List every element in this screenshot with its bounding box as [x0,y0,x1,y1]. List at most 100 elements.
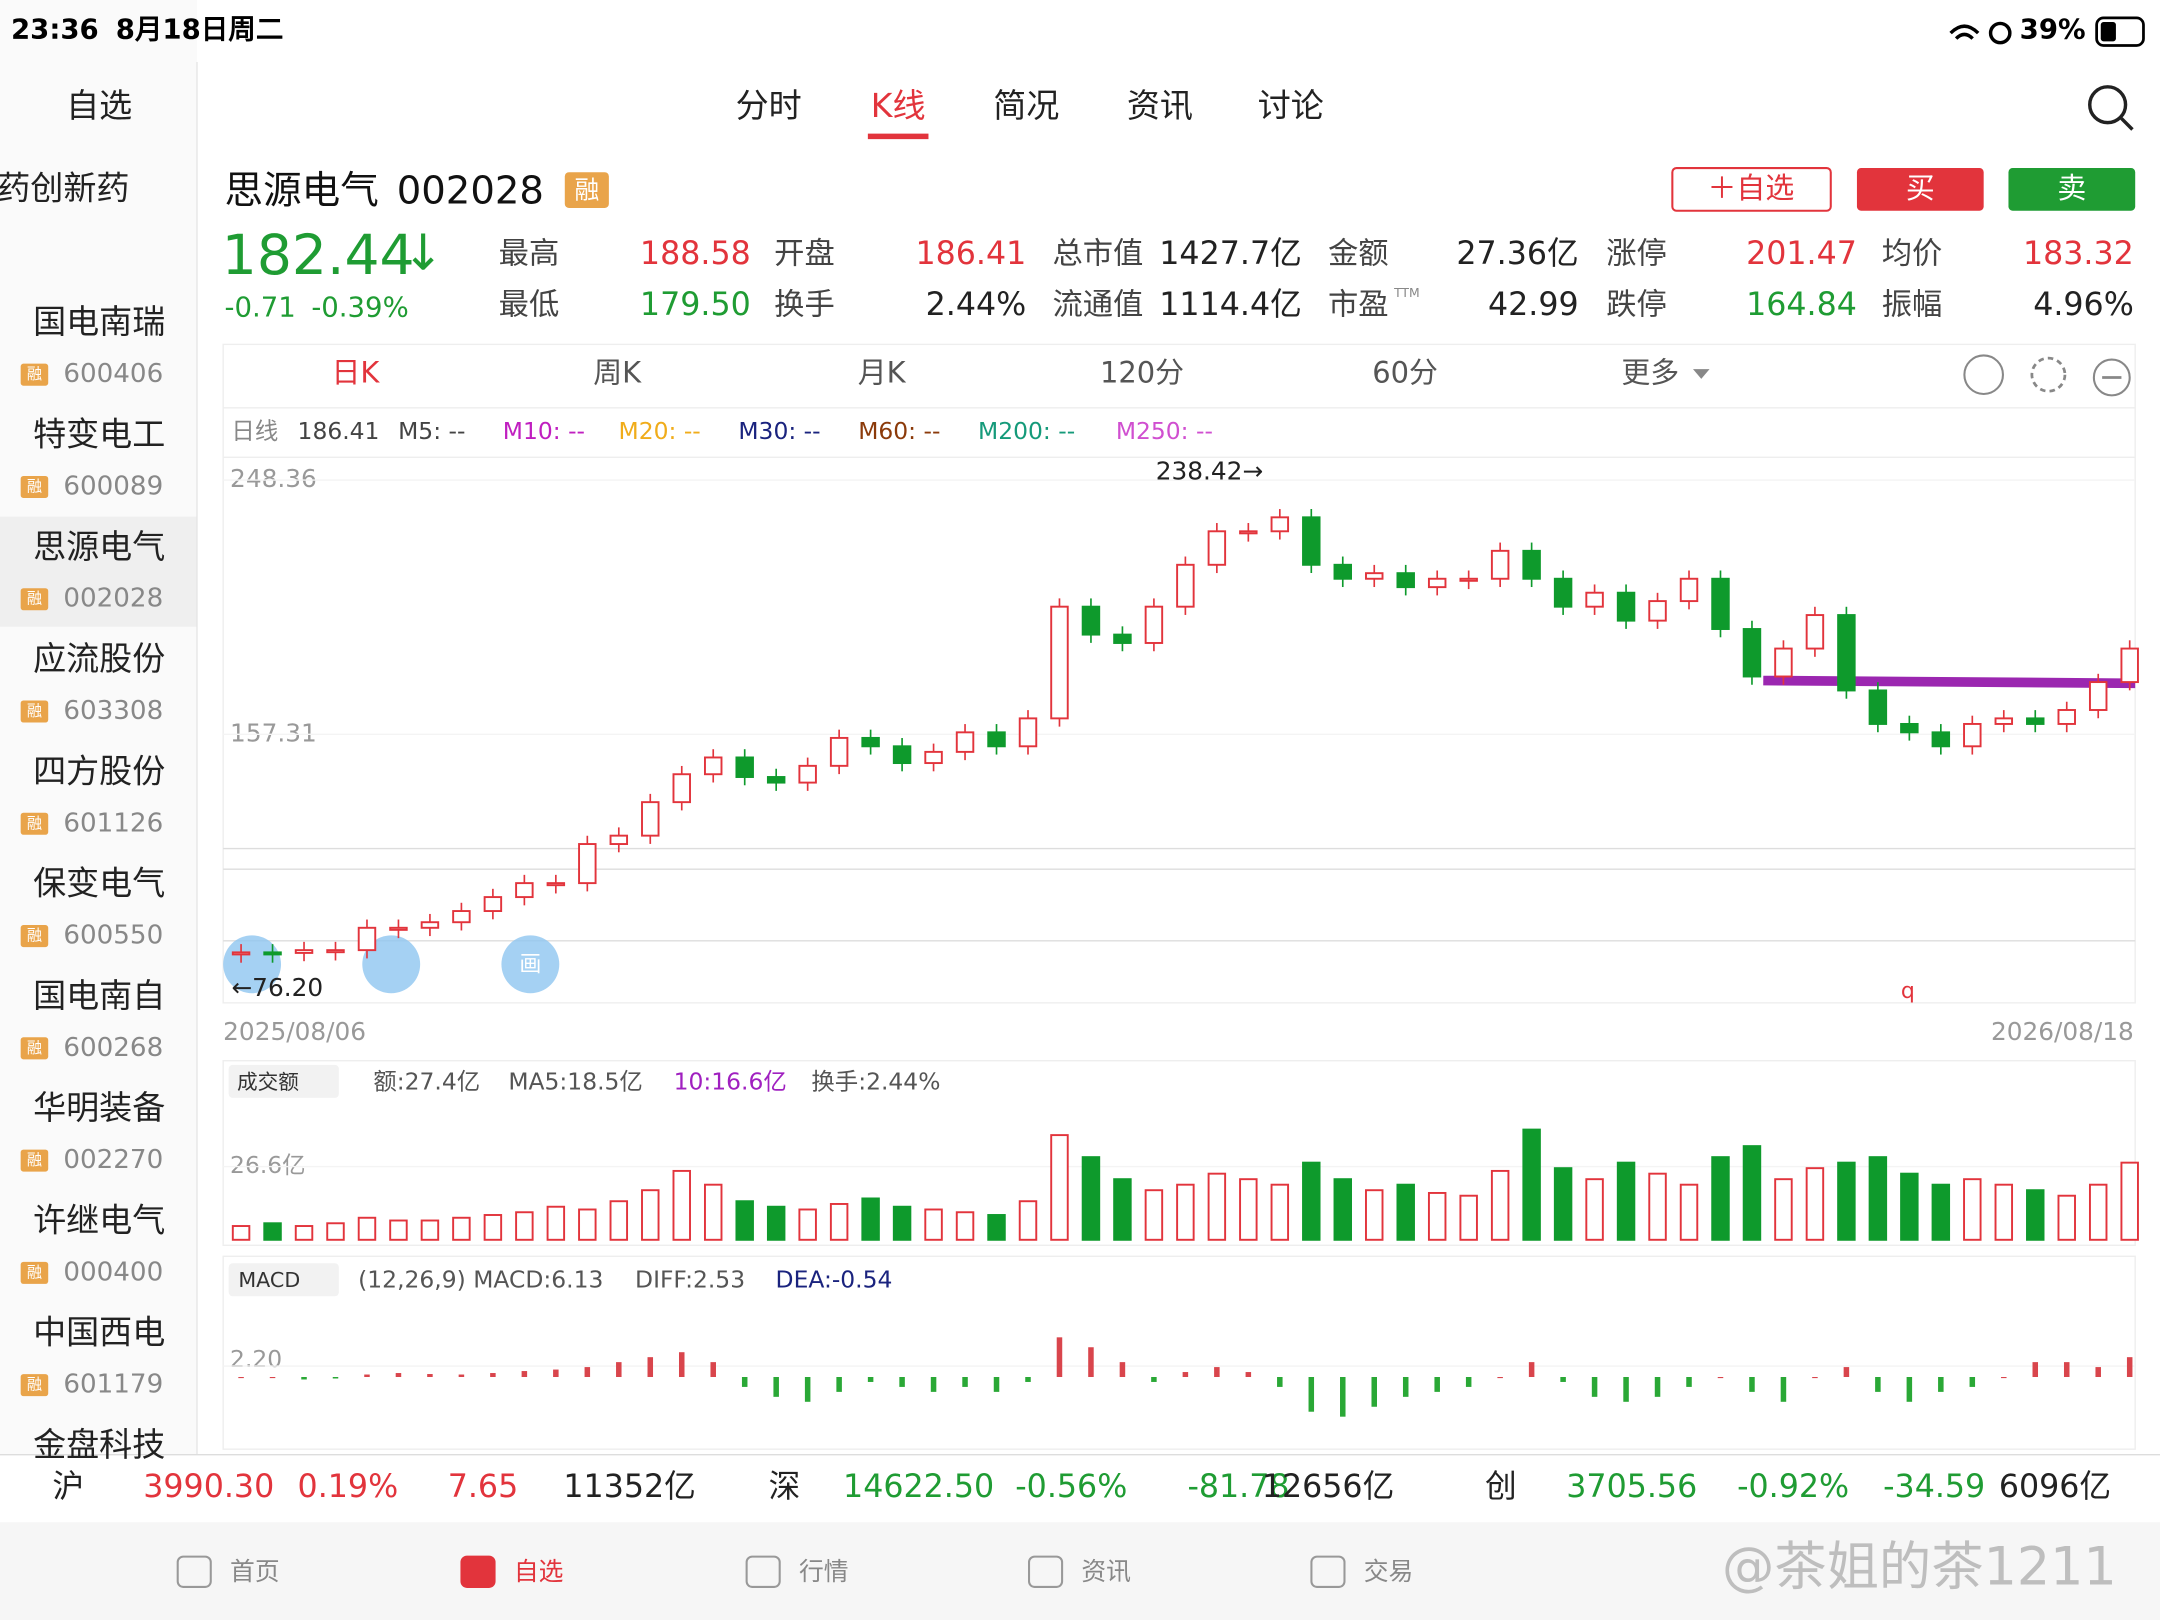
tab[interactable]: 简况 [993,86,1059,125]
selector[interactable] [228,1064,339,1098]
volume-bar [735,1200,754,1241]
macd-bar [804,1377,811,1402]
candle [641,801,660,837]
candle [1742,628,1762,678]
stock-code: 000400 [63,1257,163,1287]
period-tab[interactable]: 120分 [1100,356,1184,390]
change-pct: -0.39% [311,292,408,324]
period-tab[interactable]: 月K [858,356,907,390]
volume-bar [2057,1194,2076,1241]
tool-button[interactable] [362,935,421,994]
stock-name[interactable]: 金盘科技 [33,1425,165,1464]
macd-bar [1843,1367,1850,1377]
chip-icon[interactable] [1963,354,2004,396]
stock-name[interactable]: 应流股份 [33,639,165,678]
search-icon[interactable] [2088,85,2128,125]
tag-text: 融 [27,1039,42,1057]
volume-bar [829,1203,849,1241]
nav-item[interactable]: 首页 [230,1557,280,1586]
volume-bar [515,1211,534,1241]
settings-icon[interactable] [2030,356,2067,393]
stock-name[interactable]: 华明装备 [33,1088,165,1127]
battery-icon [2095,16,2145,47]
index-value: 11352亿 [563,1469,695,1505]
stat-value: 164.84 [1746,287,1857,323]
volume-bar [1585,1178,1604,1241]
nav-icon[interactable] [460,1555,496,1588]
stat-value: 4.96% [2033,287,2134,323]
tag-text: 融 [27,590,42,608]
tool-button[interactable] [223,935,282,994]
stock-name[interactable]: 特变电工 [33,414,165,453]
volume-bar [1144,1189,1164,1241]
volume-bar [1868,1156,1888,1241]
nav-item[interactable]: 行情 [799,1557,849,1586]
volume-bar [1742,1145,1762,1241]
macd-frame [222,1255,2136,1450]
macd-bar [647,1357,654,1377]
stock-code: 601126 [63,808,163,838]
macd-bar [899,1377,905,1387]
candle [1553,577,1573,608]
watch-button[interactable] [1671,167,1832,212]
stock-name[interactable]: 保变电气 [33,864,165,903]
nav-icon[interactable] [176,1555,212,1588]
period-tab[interactable]: 60分 [1372,356,1438,390]
stat-value: 1114.4亿 [1159,287,1302,323]
tab[interactable]: 讨论 [1258,86,1324,125]
stock-name[interactable]: 思源电气 [33,527,165,566]
nav-item[interactable]: 自选 [514,1557,564,1586]
candle [1963,722,1982,748]
macd-bar [1214,1367,1220,1377]
button-text[interactable]: 买 [1906,171,1935,205]
ma-legend: M60: -- [858,417,940,445]
candle [1239,530,1258,535]
stat-label: 振幅 [1882,287,1943,322]
nav-icon[interactable] [745,1555,781,1588]
volume-bar [1270,1183,1290,1241]
stock-name[interactable]: 国电南自 [33,976,165,1015]
candle [672,773,691,804]
dropdown-icon [1693,369,1710,379]
selector[interactable] [228,1263,339,1297]
period-tab[interactable]: 周K [593,356,642,390]
macd-bar [1025,1377,1031,1382]
nav-icon[interactable] [1310,1555,1346,1588]
button-text[interactable]: 卖 [2057,171,2086,205]
button-text[interactable]: ＋自选 [1708,171,1795,205]
macd-legend: DIFF:2.53 [635,1266,745,1294]
sell-button[interactable] [2008,168,2136,211]
macd-bar [1717,1377,1724,1379]
volume-frame [222,1060,2136,1246]
stock-name[interactable]: 国电南瑞 [33,302,165,341]
tab[interactable]: 分时 [736,86,802,125]
nav-bg [0,1522,2160,1620]
candle [263,951,282,956]
candle [2088,681,2108,711]
tool-button[interactable] [501,935,560,994]
stock-name[interactable]: 中国西电 [33,1313,165,1352]
stock-name[interactable]: 许继电气 [33,1200,165,1239]
change: -0.71 [225,292,296,324]
tab[interactable]: 资讯 [1127,86,1193,125]
period-tab[interactable]: 日K [331,356,380,390]
volume-bar [641,1189,660,1241]
candle [546,882,566,887]
trend-line [1763,675,2136,689]
nav-item[interactable]: 交易 [1364,1557,1414,1586]
volume-bar [672,1169,691,1241]
index-value: 12656亿 [1262,1469,1394,1505]
nav-item[interactable]: 资讯 [1081,1557,1131,1586]
period-tab[interactable]: 更多 [1621,356,1679,390]
volume-bar [1427,1191,1447,1241]
volume-bar [609,1200,629,1241]
stock-name[interactable]: 四方股份 [33,751,165,790]
zoom-icon[interactable] [2092,358,2131,397]
buy-button[interactable] [1856,168,1984,211]
tab[interactable]: K线 [871,86,926,125]
candle [1490,549,1510,580]
nav-icon[interactable] [1027,1555,1064,1588]
stat-value: 201.47 [1746,236,1857,272]
